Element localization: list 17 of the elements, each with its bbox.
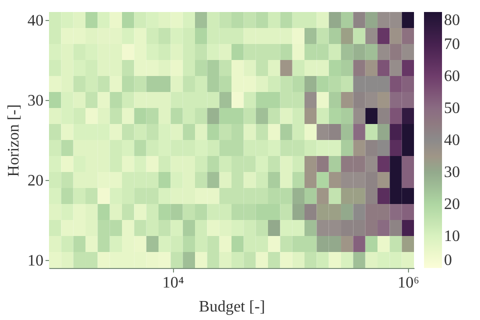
x-tick-label: 10⁴ <box>162 274 184 292</box>
color-bar-label: 30 <box>444 164 460 181</box>
color-bar-label: 10 <box>444 228 460 245</box>
color-bar-label: 0 <box>444 252 452 269</box>
x-axis-title: Budget [-] <box>198 298 266 316</box>
y-tick-label: 30 <box>28 92 44 110</box>
color-bar-label: 20 <box>444 196 460 213</box>
color-bar-label: 40 <box>444 132 460 149</box>
color-bar-label: 80 <box>444 12 460 29</box>
color-bar-label: 60 <box>444 68 460 85</box>
y-tick-label: 20 <box>28 172 44 190</box>
color-bar-label: 70 <box>444 36 460 53</box>
y-tick-label: 40 <box>28 12 44 30</box>
y-axis-title: Horizon [-] <box>6 104 22 177</box>
x-tick-label: 10⁶ <box>398 274 420 292</box>
color-bar-label: 50 <box>444 100 460 117</box>
y-tick-label: 10 <box>28 252 44 270</box>
